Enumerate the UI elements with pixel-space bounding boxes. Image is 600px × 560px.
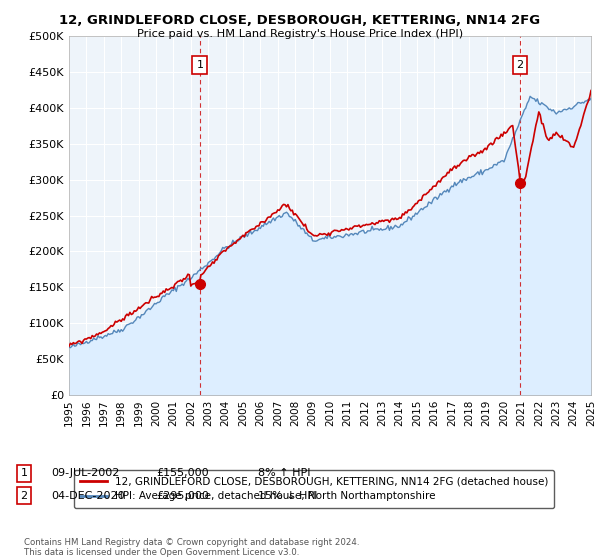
Text: 04-DEC-2020: 04-DEC-2020 (51, 491, 125, 501)
Text: Price paid vs. HM Land Registry's House Price Index (HPI): Price paid vs. HM Land Registry's House … (137, 29, 463, 39)
Text: £295,000: £295,000 (156, 491, 209, 501)
Text: 1: 1 (20, 468, 28, 478)
Text: 1: 1 (196, 60, 203, 70)
Text: Contains HM Land Registry data © Crown copyright and database right 2024.
This d: Contains HM Land Registry data © Crown c… (24, 538, 359, 557)
Text: 09-JUL-2002: 09-JUL-2002 (51, 468, 119, 478)
Text: £155,000: £155,000 (156, 468, 209, 478)
Text: 8% ↑ HPI: 8% ↑ HPI (258, 468, 311, 478)
Text: 12, GRINDLEFORD CLOSE, DESBOROUGH, KETTERING, NN14 2FG: 12, GRINDLEFORD CLOSE, DESBOROUGH, KETTE… (59, 14, 541, 27)
Text: 15% ↓ HPI: 15% ↓ HPI (258, 491, 317, 501)
Text: 2: 2 (517, 60, 524, 70)
Legend: 12, GRINDLEFORD CLOSE, DESBOROUGH, KETTERING, NN14 2FG (detached house), HPI: Av: 12, GRINDLEFORD CLOSE, DESBOROUGH, KETTE… (74, 470, 554, 507)
Text: 2: 2 (20, 491, 28, 501)
